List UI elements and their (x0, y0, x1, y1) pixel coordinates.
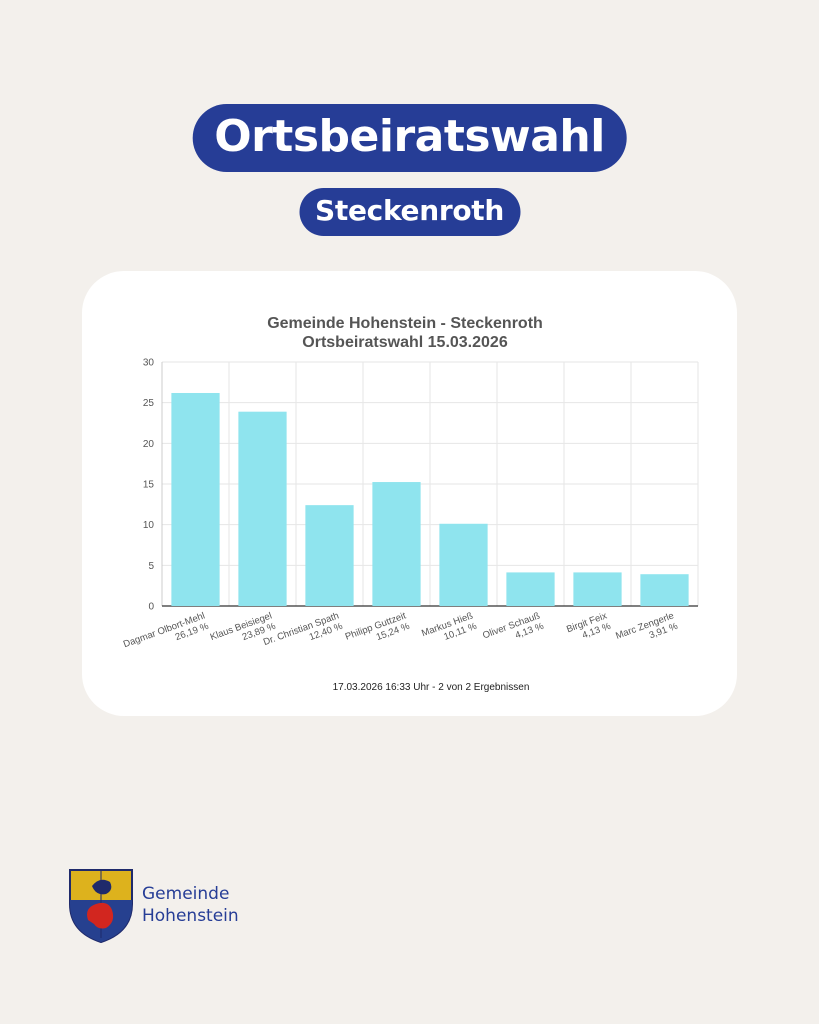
page-title: Ortsbeiratswahl (192, 104, 627, 172)
coat-of-arms-icon (69, 869, 133, 944)
bar (506, 572, 555, 606)
chart-subtitle: Ortsbeiratswahl 15.03.2026 (302, 334, 508, 351)
y-tick-label: 15 (143, 480, 155, 491)
logo-line-1: Gemeinde (142, 884, 230, 904)
chart-title: Gemeinde Hohenstein - Steckenroth (267, 315, 543, 332)
logo-line-2: Hohenstein (142, 906, 239, 926)
bar (640, 574, 689, 606)
bar-chart: Gemeinde Hohenstein - Steckenroth Ortsbe… (122, 315, 699, 693)
y-tick-label: 0 (148, 602, 154, 613)
chart-footer: 17.03.2026 16:33 Uhr - 2 von 2 Ergebniss… (333, 682, 530, 693)
bar (372, 482, 421, 606)
y-tick-label: 20 (143, 439, 155, 450)
y-tick-label: 30 (143, 358, 155, 369)
page-subtitle: Steckenroth (299, 188, 520, 236)
bar (305, 505, 354, 606)
bar (171, 392, 220, 606)
y-tick-label: 10 (143, 520, 155, 531)
bar (238, 411, 287, 606)
chart-card: Gemeinde Hohenstein - Steckenroth Ortsbe… (82, 271, 737, 716)
bar (439, 523, 488, 606)
municipality-logo-text: Gemeinde Hohenstein (142, 883, 239, 927)
bar (573, 572, 622, 606)
y-tick-label: 5 (148, 561, 154, 572)
y-tick-label: 25 (143, 398, 155, 409)
